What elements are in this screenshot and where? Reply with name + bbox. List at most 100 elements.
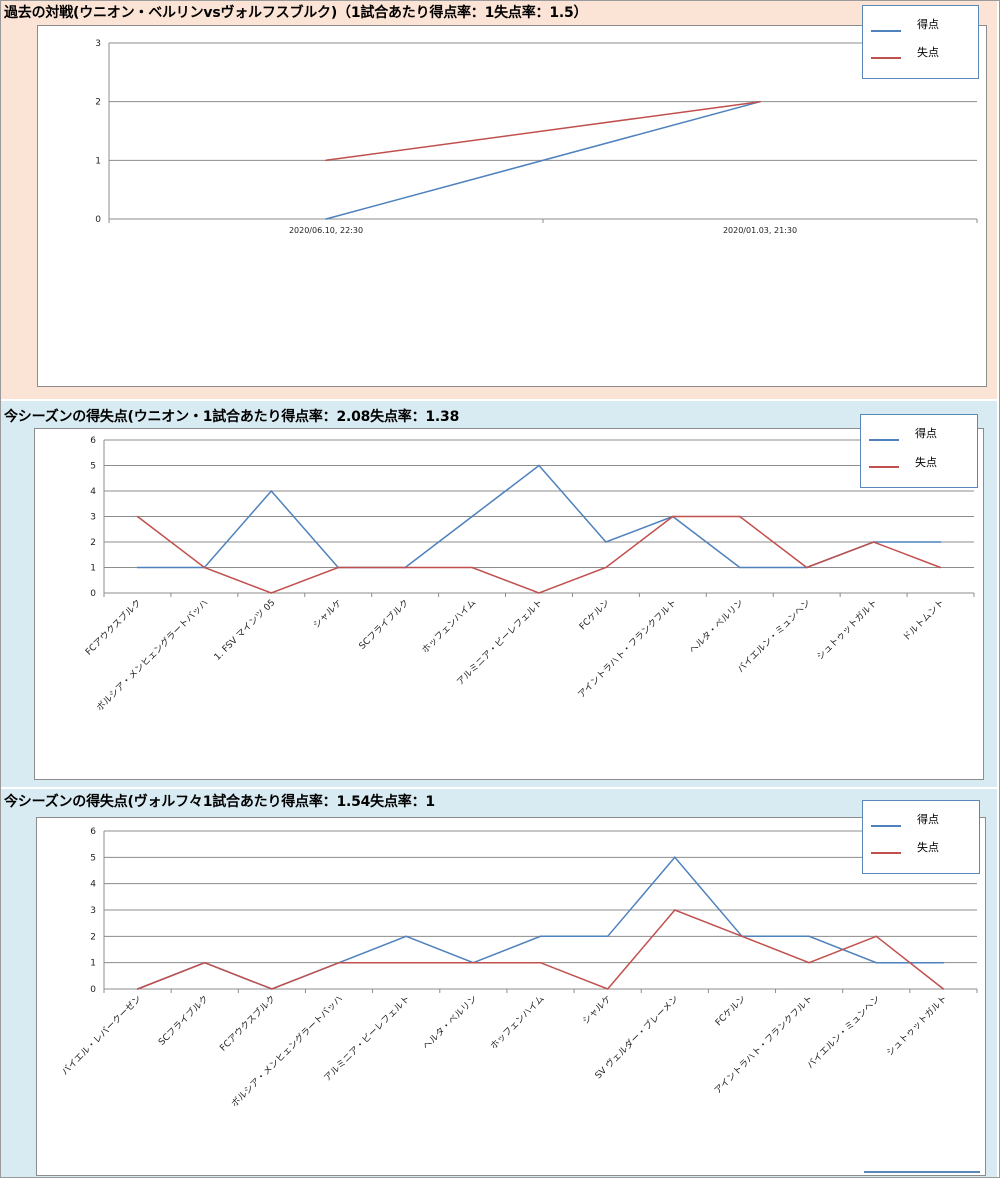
score-data-point — [325, 218, 327, 220]
wolfsburg-season-legend: 得点 失点 — [862, 800, 980, 874]
head-to-head-chart: 0 1 2 3 2020/06.10, 22:30 2020/01.03, 21:30 — [95, 39, 978, 235]
legend-concede-swatch — [871, 852, 901, 854]
y-tick-label: 1 — [95, 156, 101, 166]
wolfsburg-season-title: 今シーズンの得失点(ヴォルフ々1試合あたり得点率：1.54失点率：1 — [4, 794, 435, 810]
x-category-label: 2020/06.10, 22:30 — [289, 226, 363, 235]
concede-data-point — [136, 515, 139, 518]
score-data-point — [942, 961, 945, 964]
x-category-label: SCフライブルク — [356, 597, 411, 652]
concede-series-line — [137, 909, 944, 990]
concede-data-point — [136, 988, 139, 990]
concede-data-point — [405, 961, 407, 964]
x-category-label: シュトゥットガルト — [815, 597, 880, 662]
concede-data-point — [872, 541, 875, 543]
y-tick-label: 4 — [90, 880, 96, 890]
union-season-panel: 今シーズンの得失点(ウニオン・1試合あたり得点率：2.08失点率：1.38 0 1… — [1, 401, 997, 787]
x-category-label: バイエル・レバークーゼン — [59, 993, 144, 1078]
concede-data-point — [875, 935, 878, 938]
wolfsburg-season-panel: 今シーズンの得失点(ヴォルフ々1試合あたり得点率：1.54失点率：1 0 1 2 3 4… — [1, 789, 997, 1177]
y-tick-label: 5 — [90, 462, 96, 472]
concede-series-line — [137, 515, 941, 594]
concede-data-point — [539, 961, 542, 964]
head-to-head-chart-area — [37, 25, 987, 387]
concede-data-point — [472, 961, 475, 964]
x-category-label: シュトゥットガルト — [884, 993, 949, 1058]
concede-data-point — [270, 592, 273, 594]
y-tick-label: 2 — [95, 98, 101, 108]
x-category-label: 1. FSV マインツ 05 — [213, 598, 278, 663]
union-season-legend: 得点 失点 — [860, 414, 978, 488]
legend-score-swatch — [869, 439, 899, 441]
wolfsburg-season-chart-area — [36, 817, 986, 1176]
legend-score-label: 得点 — [917, 813, 939, 826]
concede-data-point — [738, 515, 741, 518]
score-data-point — [808, 935, 810, 938]
score-data-point — [538, 464, 540, 467]
x-category-label: SCフライブルク — [156, 993, 211, 1048]
y-tick-label: 0 — [95, 215, 101, 225]
union-season-chart-area — [34, 428, 984, 780]
score-data-point — [539, 935, 542, 938]
x-category-label: FCアウクスブルク — [83, 597, 144, 658]
x-category-label: バイエルン・ミュンヘン — [805, 993, 883, 1071]
concede-data-point — [606, 988, 609, 990]
x-category-label: ホッフェンハイム — [488, 993, 546, 1051]
concede-data-point — [325, 159, 327, 162]
concede-data-point — [271, 988, 273, 990]
x-category-label: バイエルン・ミュンヘン — [735, 597, 813, 675]
y-tick-label: 3 — [90, 513, 96, 523]
x-category-label: ドルトムント — [901, 597, 947, 643]
concede-data-point — [471, 566, 473, 569]
legend-score-label: 得点 — [917, 18, 939, 31]
concede-data-point — [605, 566, 607, 569]
y-tick-label: 0 — [90, 985, 96, 995]
x-category-label: ボルシア・メンヒェングラートバッハ — [94, 597, 211, 714]
concede-data-point — [538, 592, 540, 594]
legend-concede-label: 失点 — [915, 456, 937, 469]
legend-score-label: 得点 — [915, 427, 937, 440]
y-tick-label: 4 — [90, 487, 96, 497]
concede-data-point — [337, 566, 340, 569]
score-data-point — [606, 935, 609, 938]
legend-concede-label: 失点 — [917, 841, 939, 854]
next-legend-edge — [864, 1171, 980, 1173]
score-series-line — [325, 100, 761, 220]
union-season-title: 今シーズンの得失点(ウニオン・1試合あたり得点率：2.08失点率：1.38 — [4, 409, 460, 425]
legend-score-swatch — [871, 30, 901, 32]
wolfsburg-season-chart: 0 1 2 3 4 5 6 バイエル・レバークーゼン SCフライブルク FCアウクスブルクボルシア… — [59, 827, 978, 1110]
head-to-head-panel: 過去の対戦(ウニオン・ベルリンvsヴォルフスブルク)（1試合あたり得点率：1失点… — [1, 1, 997, 399]
legend-concede-label: 失点 — [917, 46, 939, 59]
x-category-label: 2020/01.03, 21:30 — [723, 226, 797, 235]
x-category-label: シャルケ — [581, 993, 614, 1026]
score-data-point — [471, 515, 473, 518]
x-category-label: FCアウクスブルク — [217, 993, 278, 1054]
score-data-point — [136, 566, 139, 569]
x-category-label: シャルケ — [311, 597, 344, 630]
score-data-point — [605, 541, 607, 543]
concede-data-point — [805, 566, 808, 569]
y-tick-label: 5 — [90, 853, 96, 863]
score-data-point — [270, 490, 273, 492]
score-data-point — [674, 856, 676, 859]
y-tick-label: 3 — [95, 39, 101, 49]
legend-concede-swatch — [869, 466, 899, 468]
y-tick-label: 2 — [90, 932, 96, 942]
score-series-line — [137, 856, 944, 990]
x-category-label: ホッフェンハイム — [420, 597, 478, 655]
legend-score-swatch — [871, 825, 901, 827]
x-category-label: ボルシア・メンヒェングラートバッハ — [228, 993, 345, 1110]
x-category-label: ヘルタ・ベルリン — [687, 597, 746, 656]
concede-data-point — [759, 100, 761, 103]
x-category-label: FCケルン — [713, 993, 748, 1028]
score-data-point — [875, 961, 878, 964]
score-data-point — [405, 935, 407, 938]
score-data-point — [738, 566, 741, 569]
head-to-head-legend: 得点 失点 — [862, 5, 979, 79]
x-category-label: ヘルタ・ベルリン — [421, 993, 480, 1052]
concede-data-point — [939, 566, 942, 569]
legend-concede-swatch — [871, 57, 901, 59]
y-tick-label: 6 — [90, 827, 96, 837]
x-category-label: FCケルン — [577, 597, 612, 632]
concede-data-point — [741, 935, 743, 938]
